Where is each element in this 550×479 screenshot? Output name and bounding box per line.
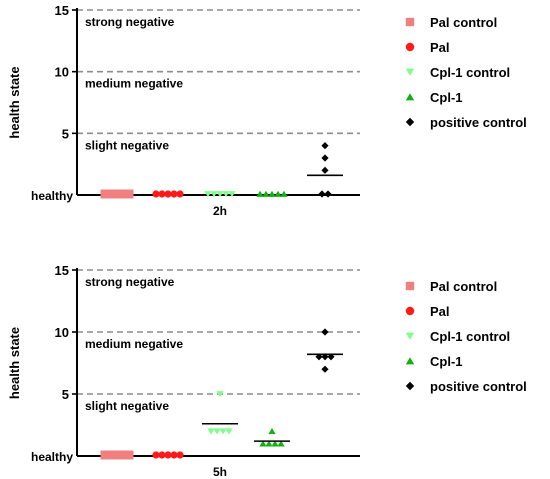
y-tick-label: 5 — [62, 126, 69, 141]
legend-marker — [405, 381, 415, 391]
data-point — [262, 190, 270, 197]
data-point — [176, 190, 184, 198]
data-point — [106, 450, 116, 460]
data-point — [259, 440, 267, 447]
legend-label: Cpl-1 control — [430, 329, 510, 344]
legend-marker — [405, 42, 415, 52]
data-point — [216, 191, 224, 198]
reference-label: strong negative — [85, 275, 175, 289]
data-point — [170, 451, 178, 459]
data-point — [170, 190, 178, 198]
legend-label: Cpl-1 — [430, 90, 463, 105]
legend-marker — [405, 117, 415, 127]
legend-label: Pal — [430, 40, 450, 55]
y-tick-label: 10 — [55, 325, 69, 340]
data-point — [318, 190, 326, 198]
reference-label: strong negative — [85, 15, 175, 29]
data-point — [176, 451, 184, 459]
legend-label: Cpl-1 — [430, 354, 463, 369]
data-point — [321, 154, 329, 162]
legend-label: Pal — [430, 304, 450, 319]
data-point — [222, 191, 230, 198]
legend-label: Pal control — [430, 15, 497, 30]
legend-label: Cpl-1 control — [430, 65, 510, 80]
legend-marker — [405, 93, 415, 101]
legend-marker — [405, 306, 415, 316]
y-tick-label: 15 — [55, 263, 69, 278]
y-tick-label: 10 — [55, 65, 69, 80]
data-point — [164, 190, 172, 198]
data-point — [219, 428, 227, 435]
data-point — [124, 450, 134, 460]
data-point — [158, 451, 166, 459]
y-tick-label: 15 — [55, 3, 69, 18]
data-point — [204, 191, 212, 198]
data-point — [158, 190, 166, 198]
legend-label: positive control — [430, 115, 527, 130]
data-point — [321, 142, 329, 150]
data-point — [277, 440, 285, 447]
data-point — [112, 189, 122, 199]
x-axis-label: 5h — [213, 465, 227, 479]
data-point — [100, 450, 110, 460]
data-point — [280, 190, 288, 197]
legend-label: Pal control — [430, 279, 497, 294]
data-point — [274, 190, 282, 197]
data-point — [271, 440, 279, 447]
data-point — [225, 428, 233, 435]
y-tick-label: 5 — [62, 387, 69, 402]
legend-marker — [405, 68, 415, 76]
data-point — [152, 190, 160, 198]
legend-marker — [405, 357, 415, 365]
legend-marker — [405, 332, 415, 340]
data-point — [100, 189, 110, 199]
data-point — [164, 451, 172, 459]
data-point — [124, 189, 134, 199]
data-point — [268, 190, 276, 197]
legend-label: positive control — [430, 379, 527, 394]
data-point — [210, 191, 218, 198]
reference-label: slight negative — [85, 399, 169, 413]
data-point — [228, 191, 236, 198]
data-point — [321, 328, 329, 336]
reference-label: slight negative — [85, 138, 169, 152]
data-point — [268, 427, 276, 435]
data-point — [321, 365, 329, 373]
data-point — [213, 428, 221, 435]
data-point — [324, 190, 332, 198]
data-point — [256, 190, 264, 197]
data-point — [321, 166, 329, 174]
data-point — [152, 451, 160, 459]
data-point — [118, 450, 128, 460]
data-point — [265, 440, 273, 447]
baseline-label: healthy — [31, 450, 73, 464]
data-point — [207, 428, 215, 435]
data-point — [112, 450, 122, 460]
data-point — [216, 391, 224, 398]
legend-marker — [405, 17, 415, 27]
x-axis-label: 2h — [213, 204, 227, 218]
y-axis-label: health state — [7, 66, 22, 138]
reference-label: medium negative — [85, 77, 183, 91]
legend-marker — [405, 281, 415, 291]
reference-label: medium negative — [85, 337, 183, 351]
data-point — [106, 189, 116, 199]
data-point — [118, 189, 128, 199]
y-axis-label: health state — [7, 327, 22, 399]
baseline-label: healthy — [31, 189, 73, 203]
